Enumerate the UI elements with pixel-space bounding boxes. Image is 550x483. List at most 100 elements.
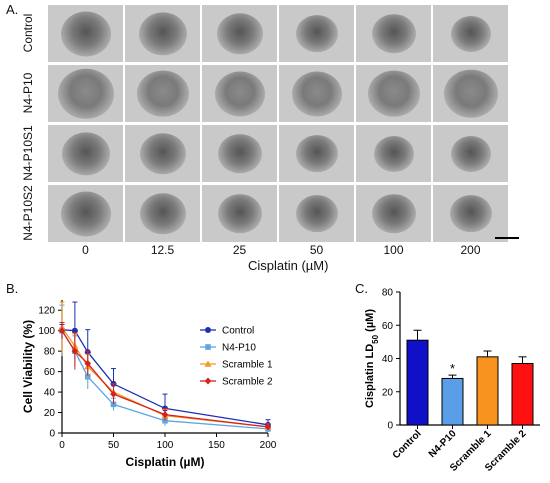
spheroid [450,135,491,172]
y-tick-label: 80 [44,347,56,358]
bar [476,356,499,426]
micrograph-tile [433,185,508,242]
y-tick-label: 80 [382,288,394,299]
micrograph-tile [202,65,277,122]
micrograph-tile [279,65,354,122]
data-point [110,390,117,398]
micrograph-tile [48,125,123,182]
spheroid [295,194,338,233]
spheroid [61,131,110,176]
spheroid [217,133,262,174]
y-tick-label: 20 [44,408,56,419]
micrograph-tile [279,185,354,242]
y-tick-label: 0 [387,421,393,432]
column-label: 25 [232,243,247,257]
micrograph-tile [279,125,354,182]
x-tick-label: 100 [157,440,174,451]
micrograph-tile [202,125,277,182]
y-tick-label: 120 [38,306,55,317]
bar [511,362,534,426]
y-tick-label: 0 [49,429,55,440]
series-scramble-2 [58,322,272,431]
y-axis-title-part: Cisplatin LD [364,344,376,408]
micrograph-tile [202,5,277,62]
x-tick-label: Control [391,428,424,461]
panel-b-label: B. [6,281,19,296]
cell-viability-chart: 0 20 40 60 80 100 120 0 50 100 150 200 Cisplatin (µM… [21,300,277,469]
y-tick-label: 60 [44,367,56,378]
spheroid [371,193,416,234]
y-tick-label: 40 [382,354,394,365]
y-tick-label: 40 [44,388,56,399]
data-point [71,327,78,334]
data-point [58,327,66,335]
significance-marker: * [450,361,455,376]
data-point [161,411,169,419]
spheroid [295,134,338,173]
legend-label: Control [222,326,254,337]
data-point [204,377,212,385]
legend-item: Scramble 2 [200,377,273,388]
micrograph-tile [125,125,200,182]
spheroid [443,69,498,118]
series-line [61,330,269,428]
micrograph-tile [356,185,431,242]
y-axis-title: Cell Viability (%) [21,320,35,413]
panel-a-axis-title: Cisplatin (µM) [248,258,329,273]
column-label: 200 [460,243,481,257]
y-axis-title-part: (µM) [364,309,376,335]
spheroid [136,70,189,117]
micrograph-tile [48,65,123,122]
spheroid [60,191,111,236]
column-label: 50 [309,243,324,257]
data-point [84,359,91,367]
y-tick-label: 100 [38,326,55,337]
spheroid [371,13,416,54]
ld50-bar-chart: 0 20 40 60 80 Cisplatin LD50 (µM) Control N4-P1… [364,288,540,474]
data-point [205,327,211,333]
y-tick-label: 60 [382,321,394,332]
spheroid [138,11,187,56]
legend-item: Control [200,326,254,337]
x-tick-label: N4-P10 [427,428,459,460]
legend-label: N4-P10 [222,343,256,354]
micrograph-tile [125,185,200,242]
micrograph-tile [202,185,277,242]
data-point [205,344,211,350]
legend-label: Scramble 1 [222,360,273,371]
column-label: 100 [383,243,404,257]
x-tick-label: 200 [260,440,277,451]
panel-c-label: C. [355,281,368,296]
micrograph-tile [433,65,508,122]
micrograph-tile [356,5,431,62]
micrograph-tile [48,185,123,242]
x-axis-title: Cisplatin (µM) [126,455,205,469]
y-tick-label: 20 [382,387,394,398]
spheroid [57,68,114,119]
spheroid [216,12,263,55]
column-label: 0 [82,243,89,257]
micrograph-tile [48,5,123,62]
spheroid [450,15,491,52]
data-point [71,347,79,355]
row-label: N4-P10S2 [21,184,35,241]
spheroid [139,132,186,175]
spheroid [217,193,262,234]
micrograph-tile [433,5,508,62]
micrograph-tile [125,5,200,62]
spheroid [373,135,414,172]
bar [406,339,429,426]
bar [441,377,464,426]
data-point [204,360,212,367]
spheroid [367,70,420,117]
spheroid [291,71,342,116]
micrograph-tile [279,5,354,62]
micrograph-tile [125,65,200,122]
row-label: N4-P10S1 [21,124,35,181]
legend-item: N4-P10 [200,343,256,354]
data-point [264,423,272,431]
panel-a-label: A. [6,2,19,17]
y-axis-title-subscript: 50 [371,334,380,343]
row-label: N4-P10 [21,72,35,113]
spheroid [214,71,265,116]
